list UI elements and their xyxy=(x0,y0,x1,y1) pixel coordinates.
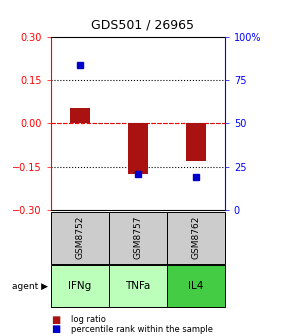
Text: GDS501 / 26965: GDS501 / 26965 xyxy=(90,18,194,32)
Bar xyxy=(186,124,206,161)
Text: ■: ■ xyxy=(51,324,60,334)
Text: ■: ■ xyxy=(51,315,60,325)
Bar xyxy=(70,108,90,124)
Text: GSM8757: GSM8757 xyxy=(133,216,142,259)
Text: GSM8752: GSM8752 xyxy=(75,216,84,259)
Text: TNFa: TNFa xyxy=(125,282,151,291)
Text: IL4: IL4 xyxy=(188,282,204,291)
Text: log ratio: log ratio xyxy=(71,316,106,324)
Text: IFNg: IFNg xyxy=(68,282,91,291)
Text: percentile rank within the sample: percentile rank within the sample xyxy=(71,325,213,334)
Text: agent ▶: agent ▶ xyxy=(12,282,48,291)
Text: GSM8762: GSM8762 xyxy=(191,216,200,259)
Bar xyxy=(128,124,148,174)
